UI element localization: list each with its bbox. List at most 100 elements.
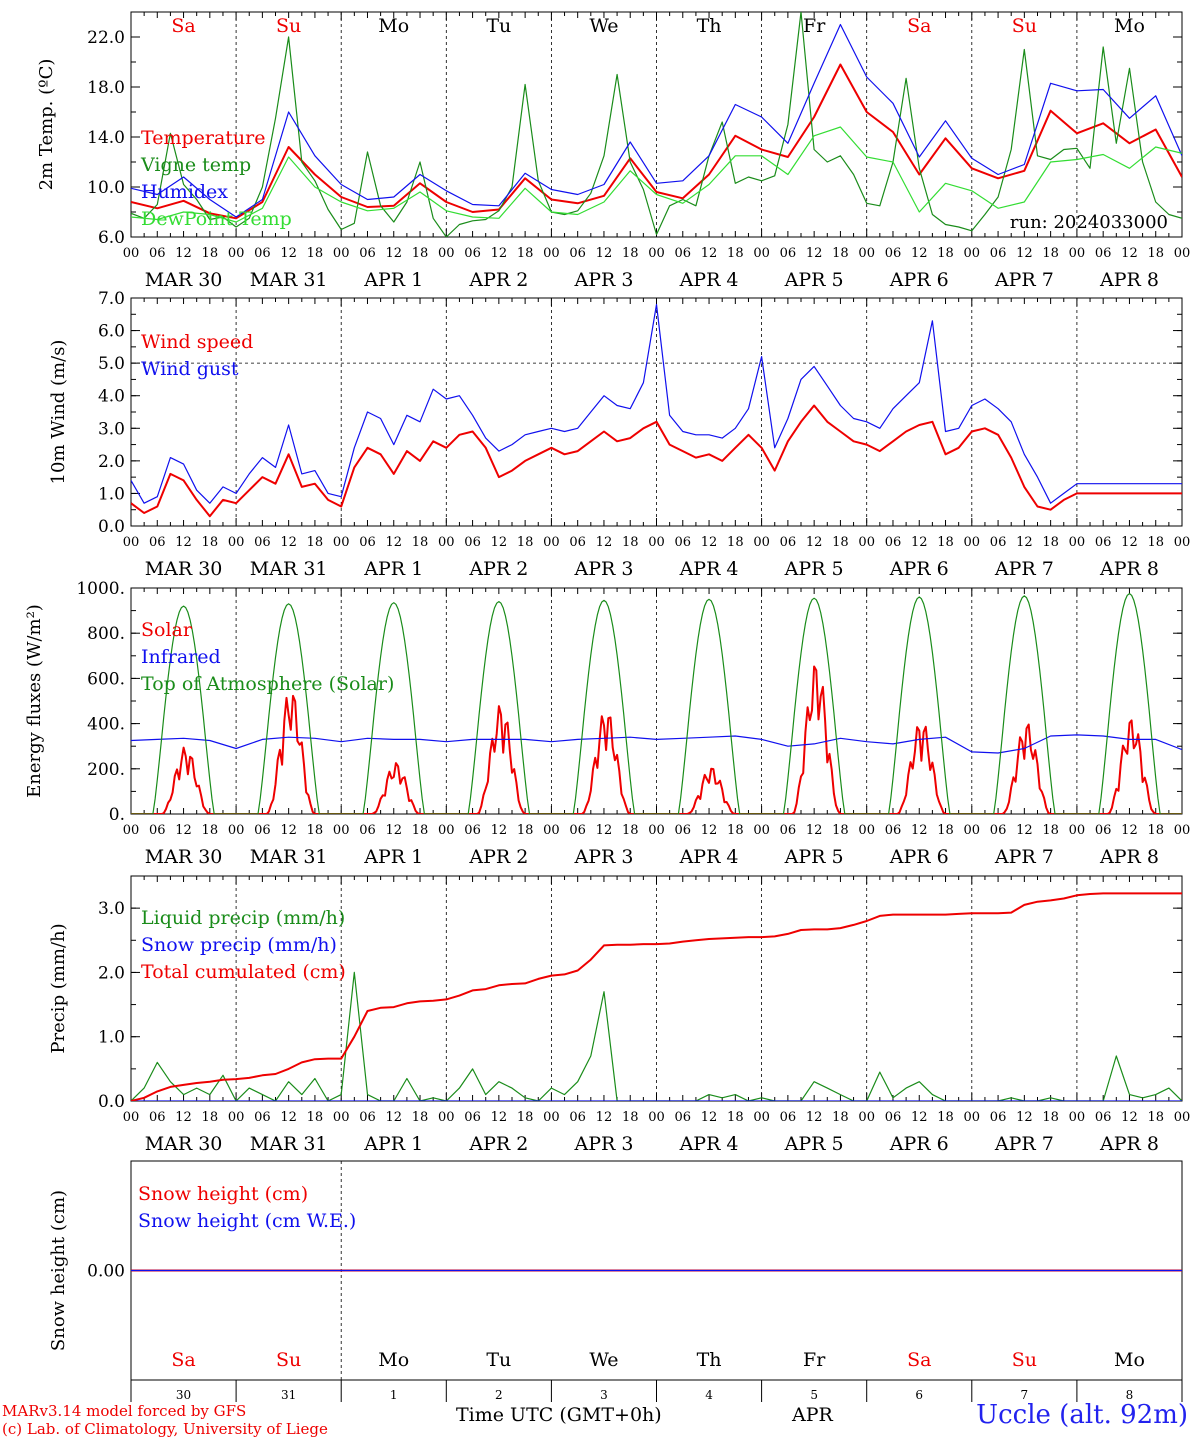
y-axis-label: Snow height (cm) — [48, 1190, 69, 1351]
series-group — [131, 12, 1182, 237]
hour-label: 12 — [806, 1110, 823, 1125]
series-group — [131, 892, 1182, 1101]
hour-label: 18 — [1042, 1110, 1059, 1125]
hour-label: 12 — [1016, 823, 1033, 838]
day-number: 2 — [495, 1388, 503, 1402]
hour-label: 00 — [964, 823, 981, 838]
hour-label: 00 — [228, 1110, 245, 1125]
hour-label: 06 — [1095, 246, 1112, 261]
hour-label: 18 — [622, 535, 639, 550]
hour-label: 18 — [727, 823, 744, 838]
y-tick-label: 1.0 — [98, 484, 125, 504]
hour-label: 18 — [517, 1110, 534, 1125]
hour-label: 12 — [1016, 1110, 1033, 1125]
hour-label: 00 — [648, 535, 665, 550]
legend-total-cumulated-cm: Total cumulated (cm) — [141, 961, 346, 983]
y-tick-label: 14.0 — [87, 128, 125, 148]
legend-wind-gust: Wind gust — [141, 358, 239, 380]
hour-label: 06 — [464, 535, 481, 550]
legend: Liquid precip (mm/h) Snow precip (mm/h) To… — [141, 907, 346, 983]
hour-label: 12 — [1121, 535, 1138, 550]
day-name: Fr — [803, 15, 826, 37]
day-name: Mo — [378, 1349, 409, 1371]
hour-label: 18 — [307, 535, 324, 550]
legend-temperature: Temperature — [141, 127, 265, 149]
hour-label: 00 — [753, 1110, 770, 1125]
hour-label: 06 — [885, 1110, 902, 1125]
legend: Temperature Vigne temp Humidex DewPoint Tem… — [140, 127, 292, 230]
hour-label: 06 — [675, 823, 692, 838]
hour-label: 18 — [307, 1110, 324, 1125]
hour-label: 12 — [280, 823, 297, 838]
y-tick-label: 7.0 — [98, 289, 125, 309]
y-tick-label: 2.0 — [98, 963, 125, 983]
hour-label: 00 — [1174, 1110, 1191, 1125]
legend-solar: Solar — [141, 619, 193, 641]
hour-label: 18 — [727, 535, 744, 550]
hour-label: 06 — [885, 535, 902, 550]
hour-label: 00 — [1069, 823, 1086, 838]
date-label: APR 8 — [1099, 269, 1159, 291]
hour-label: 12 — [491, 823, 508, 838]
y-tick-label: 10.0 — [87, 178, 125, 198]
hour-label: 06 — [254, 823, 271, 838]
hour-label: 00 — [1069, 246, 1086, 261]
date-label: APR 3 — [573, 846, 633, 868]
hour-label: 12 — [175, 823, 192, 838]
day-name: Su — [276, 15, 301, 37]
hour-label: 18 — [937, 1110, 954, 1125]
copyright: (c) Lab. of Climatology, University of L… — [2, 1420, 328, 1438]
hour-label: 00 — [858, 823, 875, 838]
hour-label: 00 — [438, 823, 455, 838]
hour-label: 12 — [175, 535, 192, 550]
series-wind-gust — [131, 303, 1182, 504]
hour-label: 12 — [596, 535, 613, 550]
hour-label: 06 — [675, 246, 692, 261]
date-label: APR 4 — [679, 1133, 739, 1155]
date-label: APR 1 — [363, 269, 423, 291]
hour-label: 00 — [858, 246, 875, 261]
hour-label: 12 — [280, 1110, 297, 1125]
date-label: APR 4 — [679, 269, 739, 291]
hour-label: 12 — [491, 246, 508, 261]
day-name: Th — [697, 15, 722, 37]
hour-label: 06 — [675, 1110, 692, 1125]
hour-label: 12 — [911, 535, 928, 550]
hour-label: 12 — [701, 246, 718, 261]
hour-label: 18 — [937, 823, 954, 838]
hour-label: 18 — [832, 1110, 849, 1125]
date-label: APR 3 — [573, 558, 633, 580]
date-label: APR 8 — [1099, 846, 1159, 868]
date-label: MAR 31 — [250, 1133, 328, 1155]
hour-label: 00 — [753, 246, 770, 261]
hour-label: 00 — [228, 823, 245, 838]
series-solar — [131, 665, 1182, 814]
hour-label: 18 — [937, 535, 954, 550]
day-name: Su — [1012, 1349, 1037, 1371]
hour-label: 12 — [596, 823, 613, 838]
hour-label: 00 — [123, 1110, 140, 1125]
hour-label: 12 — [701, 535, 718, 550]
hour-label: 12 — [806, 246, 823, 261]
y-tick-label: 6.0 — [98, 228, 125, 248]
date-label: APR 6 — [889, 269, 949, 291]
hour-label: 18 — [307, 823, 324, 838]
hour-label: 18 — [832, 823, 849, 838]
hour-label: 06 — [780, 246, 797, 261]
y-tick-label: 3.0 — [98, 899, 125, 919]
series-vigne-temp — [131, 12, 1182, 237]
hour-label: 00 — [333, 1110, 350, 1125]
day-name: Sa — [907, 15, 931, 37]
legend-top-of-atmosphere-solar: Top of Atmosphere (Solar) — [141, 673, 394, 695]
hour-label: 18 — [412, 823, 429, 838]
day-number: 4 — [705, 1388, 713, 1402]
day-name: Sa — [171, 1349, 195, 1371]
hour-label: 12 — [280, 535, 297, 550]
hour-label: 06 — [254, 1110, 271, 1125]
date-label: MAR 30 — [145, 1133, 223, 1155]
hour-label: 00 — [123, 535, 140, 550]
hour-label: 06 — [780, 1110, 797, 1125]
hour-label: 06 — [464, 823, 481, 838]
hour-label: 00 — [543, 246, 560, 261]
